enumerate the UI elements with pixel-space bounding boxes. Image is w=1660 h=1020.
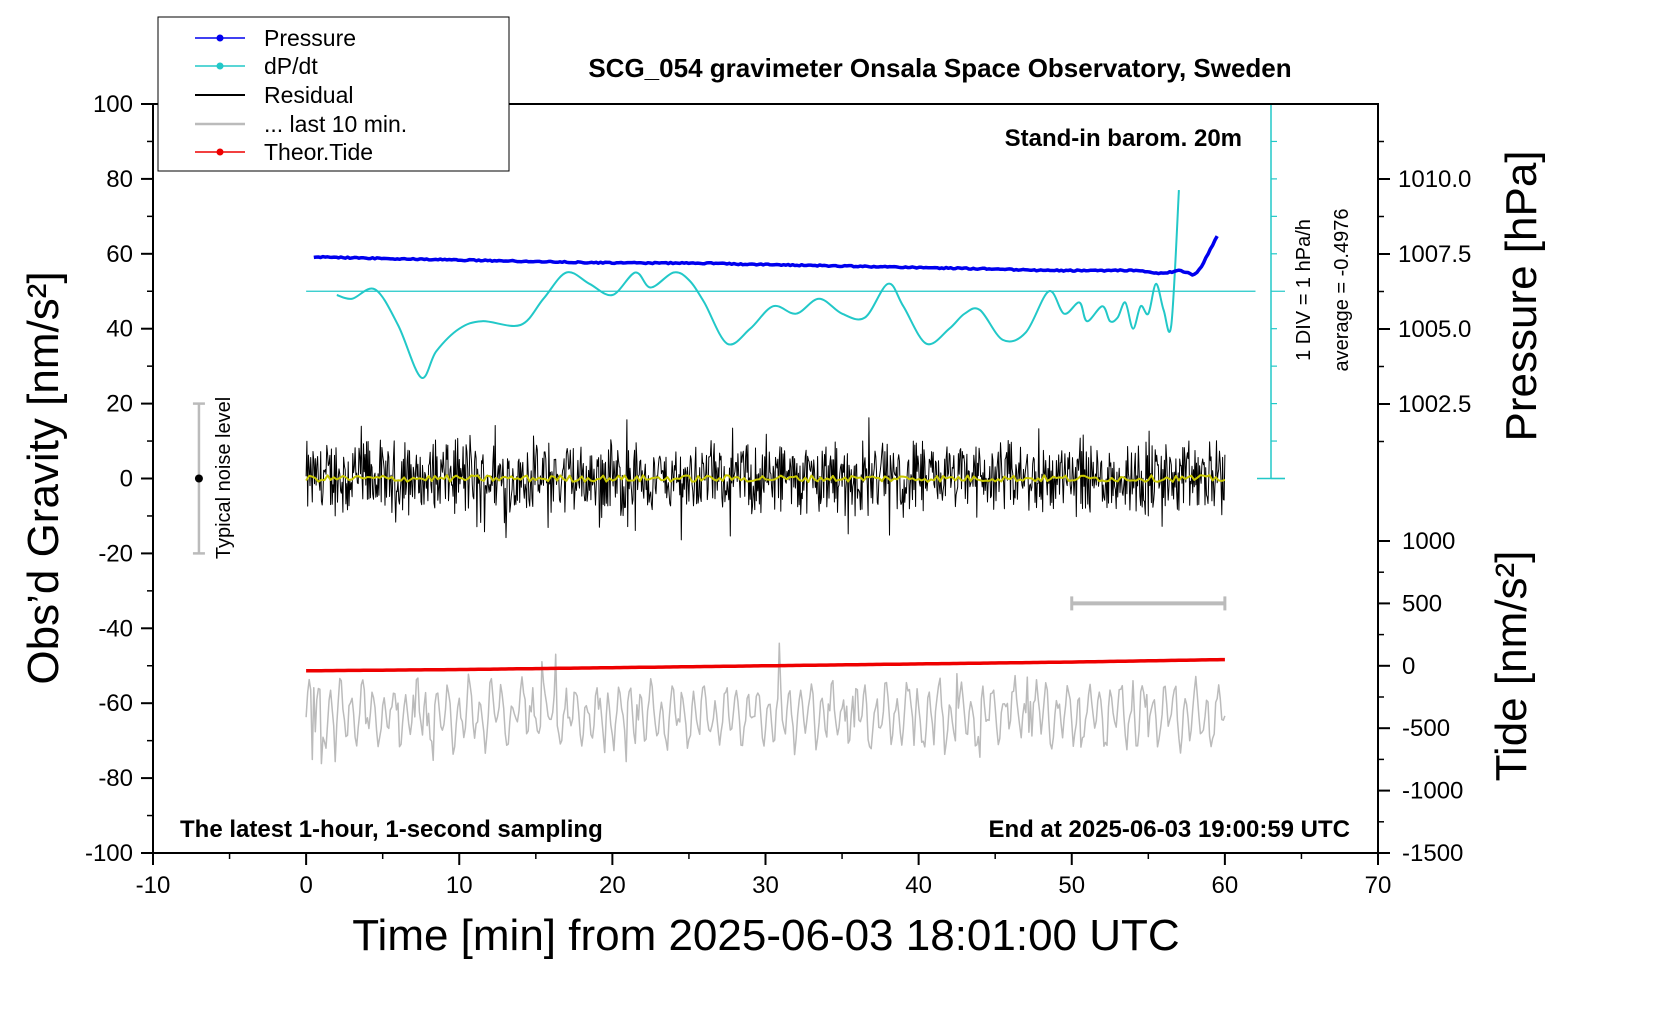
tide-tick-label: 1000 — [1402, 528, 1455, 555]
pressure-tick-label: 1007.5 — [1398, 241, 1471, 268]
tide-tick-label: 0 — [1402, 653, 1415, 680]
gravity-chart: -10 0 10 20 30 40 50 60 70100806040200-20-40-60-… — [19, 16, 1546, 960]
legend-label-tide: Theor.Tide — [264, 139, 373, 165]
legend-marker-dpdt — [216, 62, 224, 70]
pressure-line — [313, 235, 1219, 277]
legend-entry-residual: Residual — [195, 82, 354, 108]
typical-noise-label: Typical noise level — [213, 397, 235, 559]
pressure-series — [313, 235, 1219, 277]
legend-marker-tide — [216, 148, 224, 156]
residual-series — [305, 417, 1226, 541]
y-tick-label: -40 — [98, 615, 133, 642]
legend-marker-pressure — [216, 34, 224, 42]
legend-label-last10: ... last 10 min. — [264, 111, 407, 137]
legend-entry-pressure: Pressure — [195, 25, 356, 51]
y-tick-label: 40 — [106, 316, 133, 343]
legend-label-residual: Residual — [264, 82, 354, 108]
div-note: 1 DIV = 1 hPa/h — [1293, 219, 1315, 361]
y-tick-label: 80 — [106, 166, 133, 193]
tide-tick-label: -500 — [1402, 715, 1450, 742]
pressure-tick-label: 1005.0 — [1398, 316, 1471, 343]
tide-tick-label: -1500 — [1402, 840, 1463, 867]
x-tick-label: 70 — [1365, 872, 1392, 899]
axis-ticks: -10 0 10 20 30 40 50 60 70100806040200-20-40-60-… — [85, 91, 1471, 899]
last-10-min-line — [305, 642, 1226, 765]
x-tick-label: -10 — [136, 872, 171, 899]
tide-line — [306, 657, 1225, 673]
y-tick-label: -100 — [85, 840, 133, 867]
legend-entry-tide: Theor.Tide — [195, 139, 373, 165]
x-tick-label: 40 — [905, 872, 932, 899]
legend-label-pressure: Pressure — [264, 25, 356, 51]
legend-entry-last10: ... last 10 min. — [195, 111, 407, 137]
x-tick-label: 50 — [1058, 872, 1085, 899]
dpdt-series — [336, 190, 1180, 379]
tide-tick-label: 500 — [1402, 590, 1442, 617]
y-tick-label: -20 — [98, 540, 133, 567]
dpdt-line — [336, 190, 1180, 379]
barometer-note: Stand-in barom. 20m — [1005, 125, 1242, 152]
x-axis-title: Time [min] from 2025-06-03 18:01:00 UTC — [352, 911, 1179, 960]
end-time-note: End at 2025-06-03 19:00:59 UTC — [989, 816, 1351, 843]
y-axis-title: Obs’d Gravity [nm/s²] — [19, 271, 68, 684]
legend-label-dpdt: dP/dt — [264, 53, 318, 79]
y-tick-label: -60 — [98, 690, 133, 717]
chart-title: SCG_054 gravimeter Onsala Space Observat… — [588, 53, 1291, 83]
tide-series — [306, 657, 1225, 673]
y-tick-label: 60 — [106, 241, 133, 268]
y-tick-label: 0 — [120, 466, 133, 493]
x-tick-label: 60 — [1212, 872, 1239, 899]
residual-smooth-line — [305, 474, 1226, 483]
pressure-tick-label: 1010.0 — [1398, 166, 1471, 193]
pressure-axis-title: Pressure [hPa] — [1497, 150, 1546, 441]
typical-noise-marker — [194, 474, 203, 483]
last-10-min-series — [305, 642, 1226, 765]
x-tick-label: 0 — [299, 872, 312, 899]
x-tick-label: 30 — [752, 872, 779, 899]
latest-hour-note: The latest 1-hour, 1-second sampling — [180, 816, 603, 843]
average-note: average = -0.4976 — [1331, 209, 1353, 372]
y-tick-label: 20 — [106, 391, 133, 418]
x-tick-label: 20 — [599, 872, 626, 899]
residual-line — [305, 417, 1226, 541]
legend: Pressure dP/dt Residual ... last 10 min.… — [157, 16, 510, 172]
y-tick-label: 100 — [93, 91, 133, 118]
y-tick-label: -80 — [98, 765, 133, 792]
legend-entry-dpdt: dP/dt — [195, 53, 318, 79]
x-tick-label: 10 — [446, 872, 473, 899]
residual-smooth-series — [305, 474, 1226, 483]
tide-tick-label: -1000 — [1402, 778, 1463, 805]
tide-axis-title: Tide [nm/s²] — [1487, 551, 1536, 782]
pressure-tick-label: 1002.5 — [1398, 391, 1471, 418]
